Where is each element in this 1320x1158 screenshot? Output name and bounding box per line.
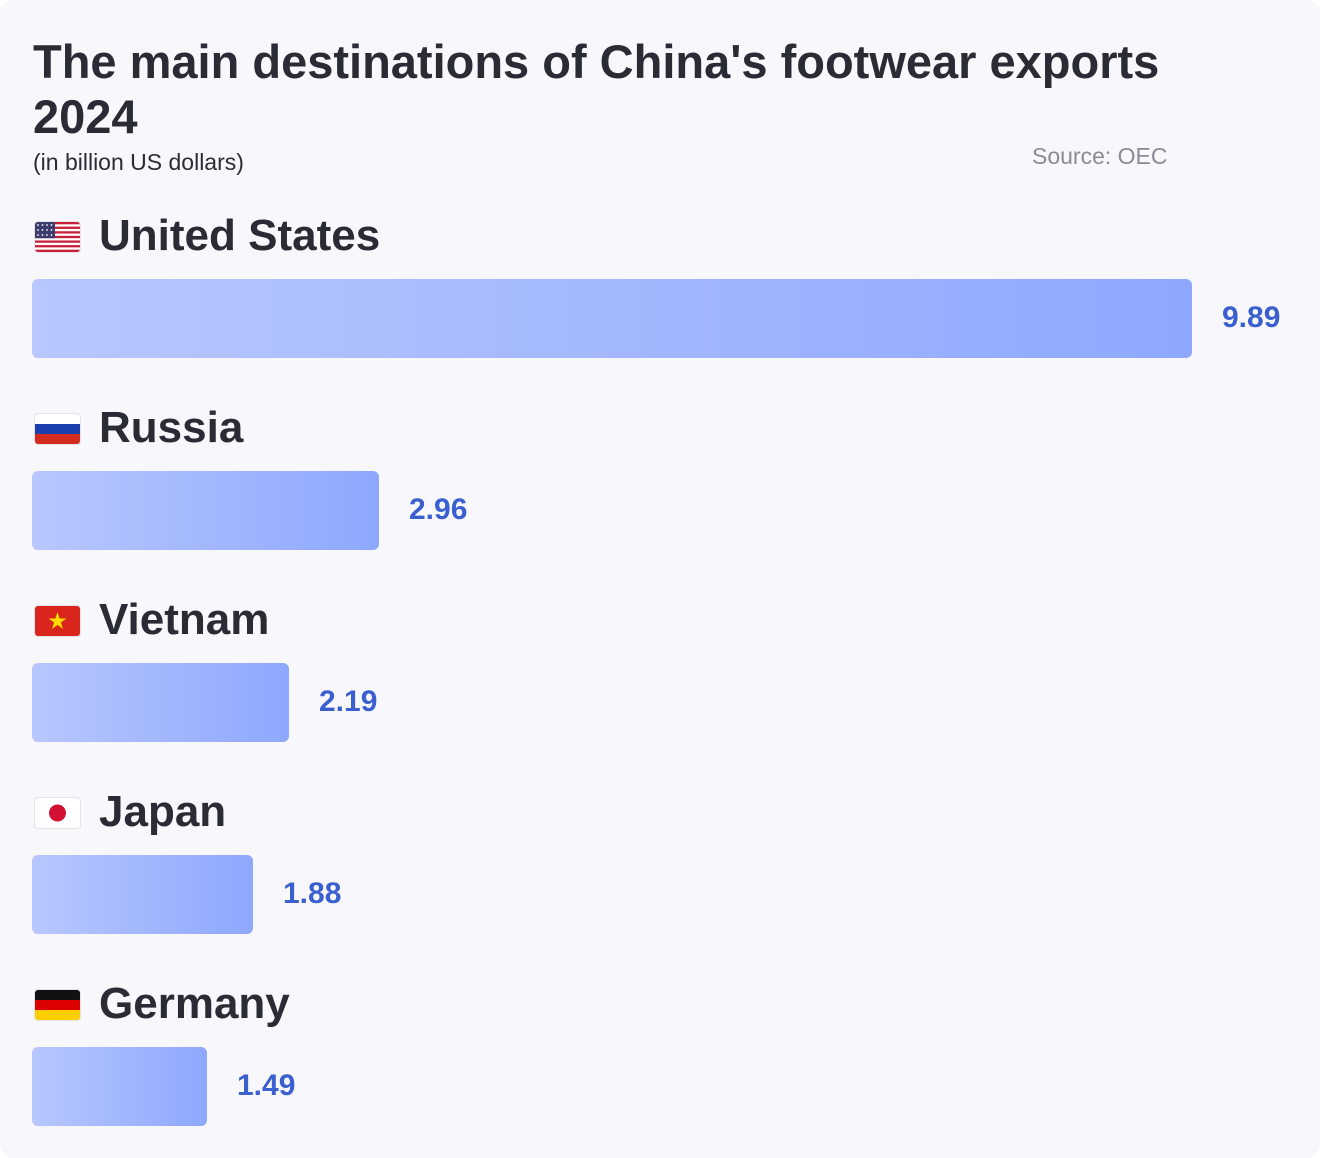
category-label: United States [99, 211, 381, 260]
chart-subtitle: (in billion US dollars) [33, 149, 244, 175]
category-label: Japan [99, 787, 227, 836]
category-label: Russia [99, 403, 244, 452]
russia-flag-icon [35, 414, 80, 444]
bar-united-states [32, 279, 1192, 358]
bar-japan [32, 855, 253, 934]
japan-flag-icon [35, 798, 80, 828]
bar-row-vietnam: Vietnam 2.19 [0, 582, 1320, 762]
bar-row-japan: Japan 1.88 [0, 774, 1320, 954]
us-flag-icon [35, 222, 80, 252]
bar-row-germany: Germany 1.49 [0, 966, 1320, 1146]
bar-row-russia: Russia 2.96 [0, 390, 1320, 570]
category-label: Germany [99, 979, 290, 1028]
value-label: 1.49 [237, 1069, 296, 1102]
value-label: 9.89 [1222, 301, 1281, 334]
germany-flag-icon [35, 990, 80, 1020]
chart-source: Source: OEC [1032, 143, 1168, 169]
vietnam-flag-icon [35, 606, 80, 636]
value-label: 2.19 [319, 685, 378, 718]
bar-vietnam [32, 663, 289, 742]
bar-row-united-states: United States 9.89 [0, 198, 1320, 378]
bar-germany [32, 1047, 207, 1126]
value-label: 1.88 [283, 877, 342, 910]
chart-title: The main destinations of China's footwea… [33, 35, 1160, 143]
category-label: Vietnam [99, 595, 270, 644]
bar-russia [32, 471, 379, 550]
value-label: 2.96 [409, 493, 468, 526]
